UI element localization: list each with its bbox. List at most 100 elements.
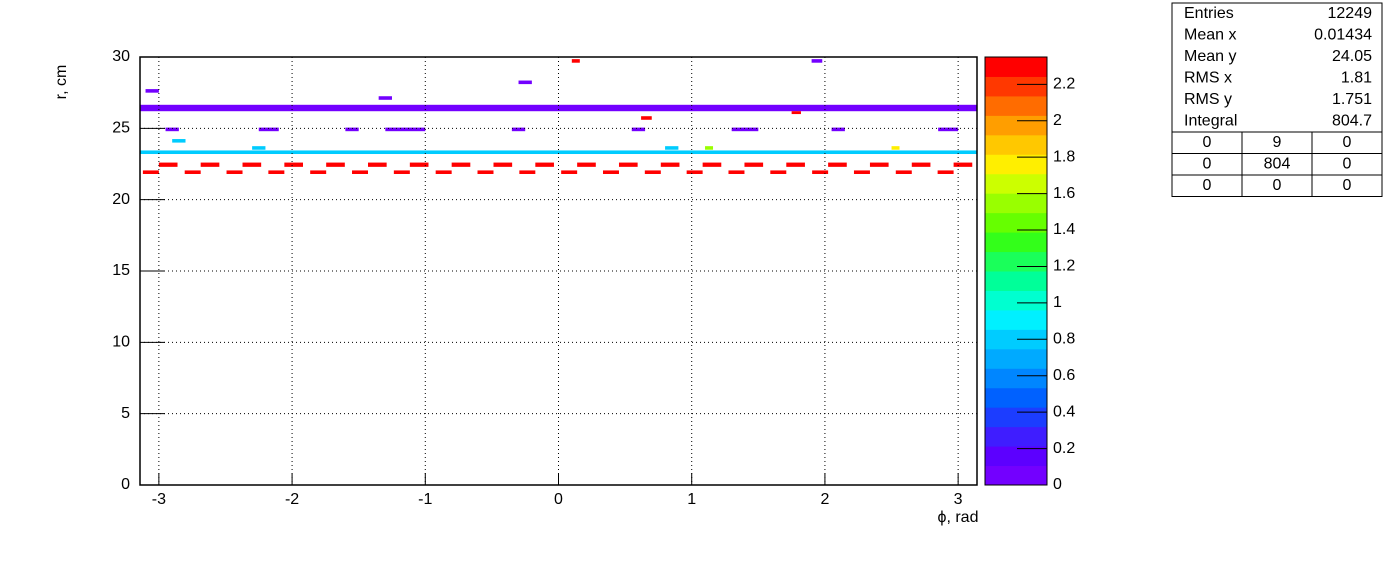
cell <box>644 170 661 174</box>
stats-label: Mean x <box>1184 26 1236 43</box>
palette-box <box>985 446 1047 467</box>
palette-box <box>985 465 1047 486</box>
z-tick-label: 2 <box>1053 112 1062 129</box>
cell <box>268 170 285 174</box>
stats-box <box>1171 2 1383 197</box>
stats-label: Mean y <box>1184 48 1236 65</box>
cell <box>812 170 829 174</box>
z-tick-label: 1.8 <box>1053 148 1075 165</box>
stats-value: 1.751 <box>1332 91 1372 108</box>
cell <box>731 127 759 132</box>
cell <box>770 170 787 174</box>
cell <box>686 170 703 174</box>
cell <box>326 162 345 167</box>
stats-value: 24.05 <box>1332 48 1372 65</box>
y-tick-label: 20 <box>112 191 130 208</box>
cell <box>631 127 646 132</box>
cell <box>665 146 679 150</box>
stats-cell: 0 <box>1273 177 1282 194</box>
stats-label: Integral <box>1184 112 1237 129</box>
cell <box>409 162 429 167</box>
cell <box>368 162 387 167</box>
cell <box>853 170 870 174</box>
cell <box>451 162 471 167</box>
cell <box>891 146 900 150</box>
z-tick-label: 1.2 <box>1053 258 1075 275</box>
palette-box <box>985 426 1047 447</box>
stats-cell: 0 <box>1343 155 1352 172</box>
cell <box>869 162 889 167</box>
cell <box>831 127 845 132</box>
cell <box>705 146 714 150</box>
x-tick-label: -3 <box>152 491 166 508</box>
palette-box <box>985 290 1047 311</box>
cell <box>226 170 243 174</box>
cell <box>618 162 638 167</box>
cell <box>242 162 262 167</box>
y-tick-label: 30 <box>112 48 130 65</box>
palette-box <box>985 154 1047 175</box>
cell <box>519 170 536 174</box>
cell <box>535 162 554 167</box>
x-tick-label: 1 <box>687 491 696 508</box>
cell <box>953 162 973 167</box>
z-tick-label: 1 <box>1053 294 1062 311</box>
cell <box>744 162 764 167</box>
cell <box>828 162 847 167</box>
cell <box>911 162 931 167</box>
palette-box <box>985 232 1047 253</box>
stats-label: RMS y <box>1184 91 1232 108</box>
stats-cell: 0 <box>1343 177 1352 194</box>
cell <box>352 170 369 174</box>
y-tick-label: 0 <box>121 476 130 493</box>
cell <box>140 150 977 155</box>
cell <box>435 170 452 174</box>
cell <box>184 170 201 174</box>
cell <box>938 127 959 132</box>
stats-cell: 9 <box>1273 134 1282 151</box>
cell <box>258 127 279 132</box>
palette-box <box>985 95 1047 116</box>
y-tick-label: 15 <box>112 262 130 279</box>
stats-cell: 804 <box>1264 155 1291 172</box>
stats-value: 0.01434 <box>1314 26 1372 43</box>
cell <box>345 127 359 132</box>
x-tick-label: 2 <box>820 491 829 508</box>
palette-box <box>985 329 1047 350</box>
y-tick-label: 25 <box>112 120 130 137</box>
x-tick-label: 0 <box>554 491 563 508</box>
cell <box>142 170 159 174</box>
cell <box>811 59 823 63</box>
cell <box>571 59 580 63</box>
stats-value: 1.81 <box>1341 69 1372 86</box>
palette-box <box>985 212 1047 233</box>
palette-box <box>985 115 1047 136</box>
z-tick-label: 0.8 <box>1053 331 1075 348</box>
cell <box>172 139 186 143</box>
cell <box>786 162 805 167</box>
palette-box <box>985 251 1047 272</box>
y-axis-label: r, cm <box>53 65 70 100</box>
palette-box <box>985 57 1047 77</box>
palette-box <box>985 193 1047 214</box>
cell <box>393 170 410 174</box>
y-tick-label: 10 <box>112 334 130 351</box>
cell <box>493 162 513 167</box>
cell <box>937 170 954 174</box>
x-tick-label: 3 <box>954 491 963 508</box>
cell <box>791 111 801 115</box>
cell <box>145 89 159 93</box>
palette-box <box>985 173 1047 194</box>
cell <box>385 127 426 132</box>
cell <box>561 170 578 174</box>
palette-box <box>985 134 1047 155</box>
z-tick-label: 0.6 <box>1053 367 1075 384</box>
palette-box <box>985 407 1047 428</box>
stats-cell: 0 <box>1343 134 1352 151</box>
stats-cell: 0 <box>1203 155 1212 172</box>
z-tick-label: 0.4 <box>1053 403 1075 420</box>
cell <box>158 162 178 167</box>
cell <box>165 127 179 132</box>
